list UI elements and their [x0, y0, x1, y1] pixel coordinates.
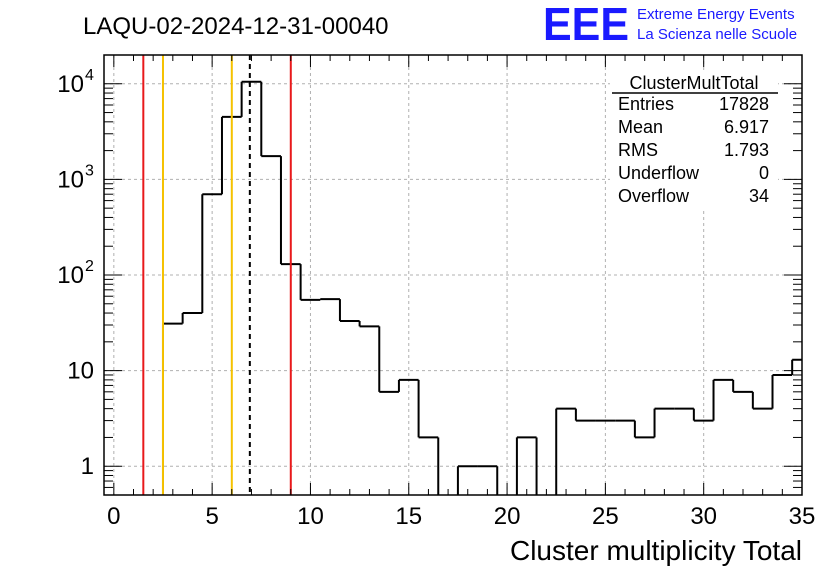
stats-label-underflow: Underflow [618, 163, 700, 183]
histogram-bin [260, 81, 281, 158]
histogram-bin [791, 358, 802, 375]
stats-label-overflow: Overflow [618, 186, 690, 206]
x-tick-labels: 0 5 10 15 20 25 30 35 [107, 503, 815, 530]
histogram-bin [732, 379, 753, 393]
grid [104, 55, 802, 495]
stats-value-underflow: 0 [759, 163, 769, 183]
histogram-bin [338, 299, 360, 323]
axis-ticks [104, 54, 803, 496]
y-tick-label: 10 [67, 358, 94, 385]
y-tick-exponent: 4 [85, 67, 94, 84]
histogram-bin [378, 326, 399, 393]
histogram-bin [692, 408, 714, 422]
histogram-bin [751, 391, 773, 410]
x-axis-label: Cluster multiplicity Total [510, 535, 802, 566]
x-tick-label: 25 [592, 503, 619, 530]
histogram-bin [456, 465, 478, 495]
histogram-bin [515, 436, 537, 495]
chart-title: LAQU-02-2024-12-31-00040 [83, 13, 389, 40]
y-tick-exponent: 3 [85, 162, 94, 179]
logo-mark: EEE [543, 0, 629, 50]
y-tick-label: 1 [81, 453, 94, 480]
histogram-bin [574, 408, 596, 422]
logo-line-1: Extreme Energy Events [637, 6, 795, 23]
y-tick-label: 10 [57, 166, 84, 193]
stats-title: ClusterMultTotal [629, 73, 758, 93]
histogram-bin [417, 379, 439, 439]
x-tick-label: 30 [690, 503, 717, 530]
histogram-bin [181, 312, 203, 324]
eee-logo: EEE Extreme Energy Events La Scienza nel… [543, 0, 797, 50]
stats-value-overflow: 34 [749, 186, 769, 206]
histogram-bin [319, 298, 340, 301]
histogram-bin [653, 407, 675, 438]
y-tick-label: 10 [57, 262, 84, 289]
stats-value-rms: 1.793 [724, 140, 769, 160]
marker-lines [142, 55, 292, 495]
stats-value-entries: 17828 [719, 94, 769, 114]
x-tick-label: 20 [494, 503, 521, 530]
stats-box: ClusterMultTotal Entries 17828 Mean 6.91… [610, 70, 778, 210]
histogram-bin [712, 378, 734, 421]
x-tick-label: 10 [297, 503, 324, 530]
histogram-bin [555, 407, 576, 495]
stats-value-mean: 6.917 [724, 117, 769, 137]
histogram-bin [299, 264, 321, 301]
x-tick-label: 0 [107, 503, 120, 530]
x-tick-label: 15 [395, 503, 422, 530]
logo-line-2: La Scienza nelle Scuole [637, 26, 797, 43]
stats-label-mean: Mean [618, 117, 663, 137]
x-tick-label: 35 [789, 503, 816, 530]
stats-label-entries: Entries [618, 94, 674, 114]
histogram-bin [358, 321, 380, 328]
histogram-bin [771, 373, 793, 409]
histogram-bin [633, 420, 655, 439]
stats-label-rms: RMS [618, 140, 658, 160]
histogram-bin [201, 193, 222, 314]
x-tick-label: 5 [205, 503, 218, 530]
y-tick-label: 10 [57, 71, 84, 98]
histogram-bin [240, 80, 262, 117]
histogram-bin [397, 378, 419, 392]
y-tick-exponent: 2 [85, 258, 94, 275]
